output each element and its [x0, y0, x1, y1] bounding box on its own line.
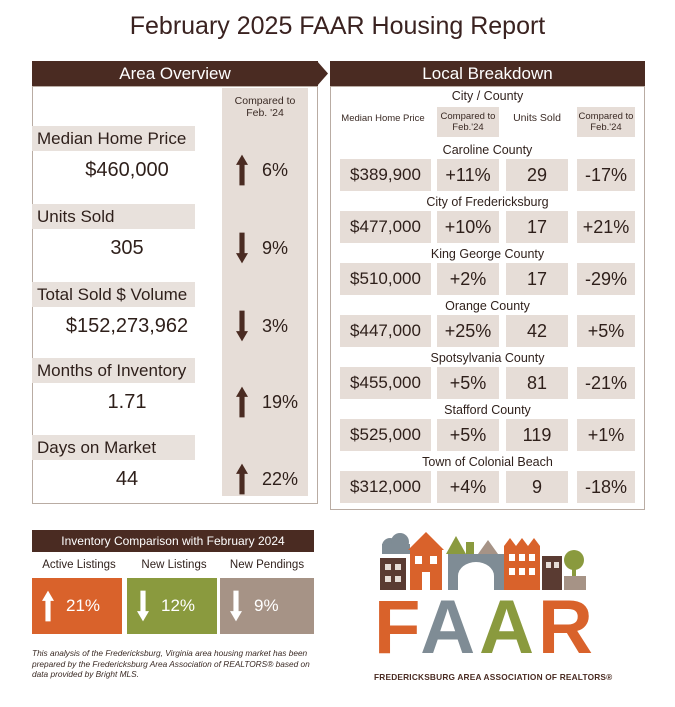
median-change: +10% — [437, 211, 499, 243]
metric-arrow — [236, 384, 248, 425]
arrow-up-icon — [236, 386, 248, 418]
units-sold: 81 — [506, 367, 568, 399]
inventory-arrow — [137, 588, 149, 629]
metric-arrow — [236, 308, 248, 349]
metric-label: Median Home Price — [32, 126, 195, 151]
median-price: $455,000 — [340, 367, 431, 399]
inventory-box: 21% — [32, 578, 122, 634]
inventory-change: 9% — [254, 596, 279, 615]
metric-value: $460,000 — [85, 159, 169, 181]
units-change: -21% — [577, 367, 635, 399]
compared-header: Compared to Feb. '24 — [234, 95, 296, 119]
county-name: Town of Colonial Beach — [422, 455, 553, 469]
median-change: +4% — [437, 471, 499, 503]
units-change: -17% — [577, 159, 635, 191]
metric-label: Months of Inventory — [32, 358, 195, 383]
col-compared2-header: Compared to Feb.'24 — [577, 107, 635, 137]
faar-tagline: FREDERICKSBURG AREA ASSOCIATION OF REALT… — [374, 672, 613, 682]
faar-letter-a1: A — [420, 585, 480, 670]
median-change: +2% — [437, 263, 499, 295]
inventory-arrow — [42, 588, 54, 629]
metric-label: Total Sold $ Volume — [32, 282, 195, 307]
median-change: +5% — [437, 419, 499, 451]
metric-change: 6% — [262, 160, 289, 180]
col-units-header: Units Sold — [513, 112, 561, 124]
metric-label: Days on Market — [32, 435, 195, 460]
page-title: February 2025 FAAR Housing Report — [129, 12, 546, 40]
units-sold: 17 — [506, 211, 568, 243]
units-change: -18% — [577, 471, 635, 503]
inventory-box: 12% — [127, 578, 217, 634]
faar-letter-f: F — [374, 585, 421, 670]
units-sold: 29 — [506, 159, 568, 191]
county-name: Orange County — [445, 299, 530, 313]
units-change: +21% — [577, 211, 635, 243]
units-change: +5% — [577, 315, 635, 347]
local-breakdown-banner-label: Local Breakdown — [422, 64, 553, 83]
arrow-down-icon — [137, 590, 149, 622]
area-overview-banner-label: Area Overview — [119, 64, 231, 83]
compared-column — [222, 88, 308, 496]
inventory-change: 12% — [161, 596, 196, 615]
footnote: This analysis of the Fredericksburg, Vir… — [32, 648, 310, 679]
units-change: -29% — [577, 263, 635, 295]
metric-value: 1.71 — [107, 391, 147, 413]
metric-value: 305 — [110, 237, 144, 259]
local-breakdown-banner: Local Breakdown — [330, 61, 645, 86]
faar-wordmark: FAAR — [374, 588, 604, 668]
metric-arrow — [236, 230, 248, 271]
faar-skyline-logo — [380, 532, 586, 590]
median-price: $477,000 — [340, 211, 431, 243]
county-name: Spotsylvania County — [430, 351, 545, 365]
units-change: +1% — [577, 419, 635, 451]
units-sold: 42 — [506, 315, 568, 347]
units-sold: 9 — [506, 471, 568, 503]
metric-change: 3% — [262, 316, 289, 336]
county-name: City of Fredericksburg — [426, 195, 549, 209]
metric-value: $152,273,962 — [65, 315, 189, 337]
arrow-up-icon — [42, 590, 54, 622]
median-price: $510,000 — [340, 263, 431, 295]
arrow-up-icon — [236, 463, 248, 495]
inventory-arrow — [230, 588, 242, 629]
inventory-banner: Inventory Comparison with February 2024 — [32, 530, 314, 552]
faar-letter-r: R — [538, 585, 597, 670]
median-price: $389,900 — [340, 159, 431, 191]
area-overview-banner: Area Overview — [32, 61, 318, 86]
inventory-label: New Listings — [141, 559, 207, 571]
county-name: Caroline County — [442, 143, 533, 157]
median-price: $312,000 — [340, 471, 431, 503]
county-name: Stafford County — [444, 403, 531, 417]
metric-value: 44 — [115, 468, 139, 490]
inventory-label: Active Listings — [42, 559, 116, 571]
median-change: +5% — [437, 367, 499, 399]
inventory-box: 9% — [220, 578, 314, 634]
city-county-header: City / County — [451, 89, 524, 103]
arrow-up-icon — [236, 154, 248, 186]
county-name: King George County — [430, 247, 545, 261]
inventory-label: New Pendings — [229, 559, 305, 571]
inventory-change: 21% — [66, 596, 101, 615]
units-sold: 119 — [506, 419, 568, 451]
banner-pointer-icon — [317, 61, 328, 86]
metric-arrow — [236, 152, 248, 193]
metric-change: 22% — [262, 469, 299, 489]
metric-change: 9% — [262, 238, 289, 258]
arrow-down-icon — [236, 232, 248, 264]
faar-letter-a2: A — [479, 585, 539, 670]
median-change: +25% — [437, 315, 499, 347]
arrow-down-icon — [236, 310, 248, 342]
arrow-down-icon — [230, 590, 242, 622]
metric-change: 19% — [262, 392, 299, 412]
col-median-header: Median Home Price — [341, 113, 425, 124]
metric-arrow — [236, 461, 248, 502]
median-price: $447,000 — [340, 315, 431, 347]
metric-label: Units Sold — [32, 204, 195, 229]
median-price: $525,000 — [340, 419, 431, 451]
inventory-banner-label: Inventory Comparison with February 2024 — [61, 534, 285, 548]
units-sold: 17 — [506, 263, 568, 295]
median-change: +11% — [437, 159, 499, 191]
col-compared-header: Compared to Feb.'24 — [437, 107, 499, 137]
